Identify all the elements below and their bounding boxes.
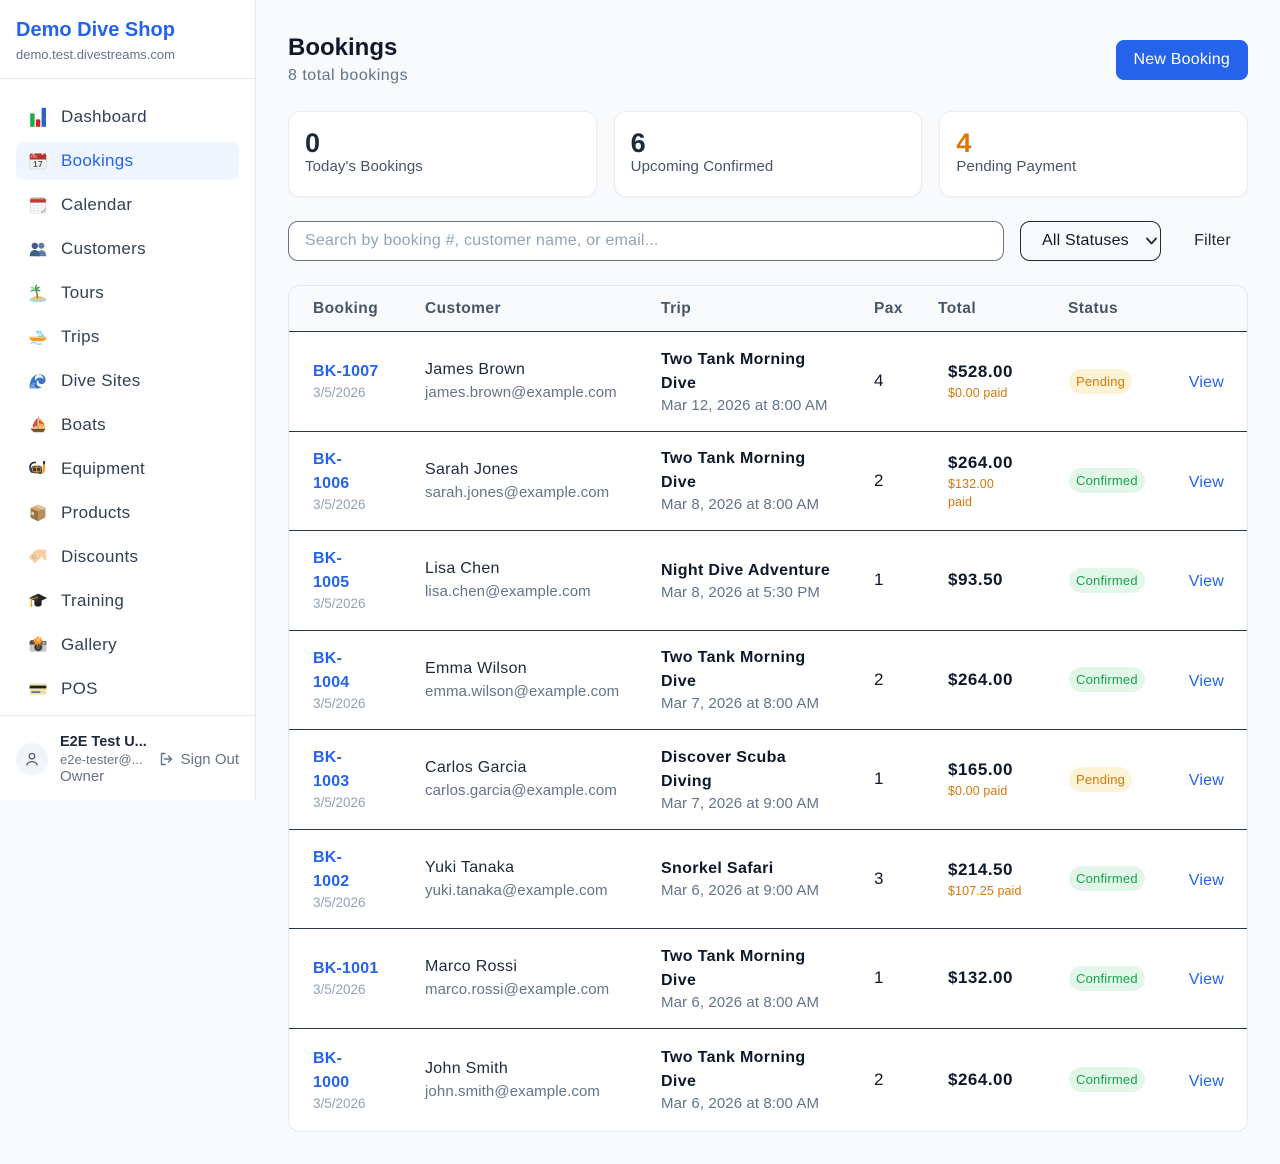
svg-text:17: 17	[33, 159, 43, 169]
svg-text:JUL: JUL	[30, 154, 38, 158]
